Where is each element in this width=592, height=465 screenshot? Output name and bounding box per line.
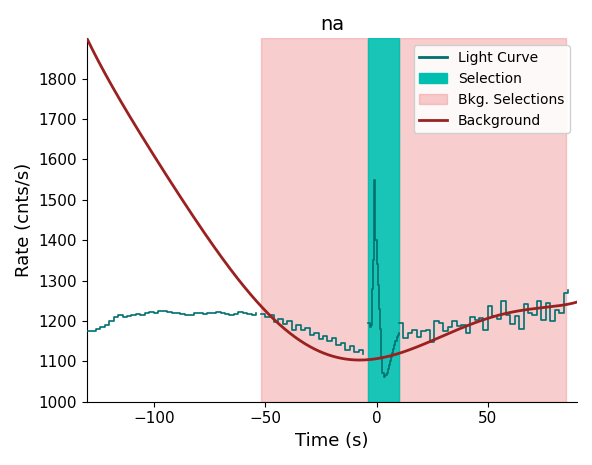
X-axis label: Time (s): Time (s) — [295, 432, 369, 450]
Bar — [260, 38, 368, 402]
Bar — [399, 38, 566, 402]
Title: na: na — [320, 15, 344, 34]
Y-axis label: Rate (cnts/s): Rate (cnts/s) — [15, 163, 33, 277]
Legend: Light Curve, Selection, Bkg. Selections, Background: Light Curve, Selection, Bkg. Selections,… — [414, 45, 570, 133]
Bar — [368, 38, 399, 402]
